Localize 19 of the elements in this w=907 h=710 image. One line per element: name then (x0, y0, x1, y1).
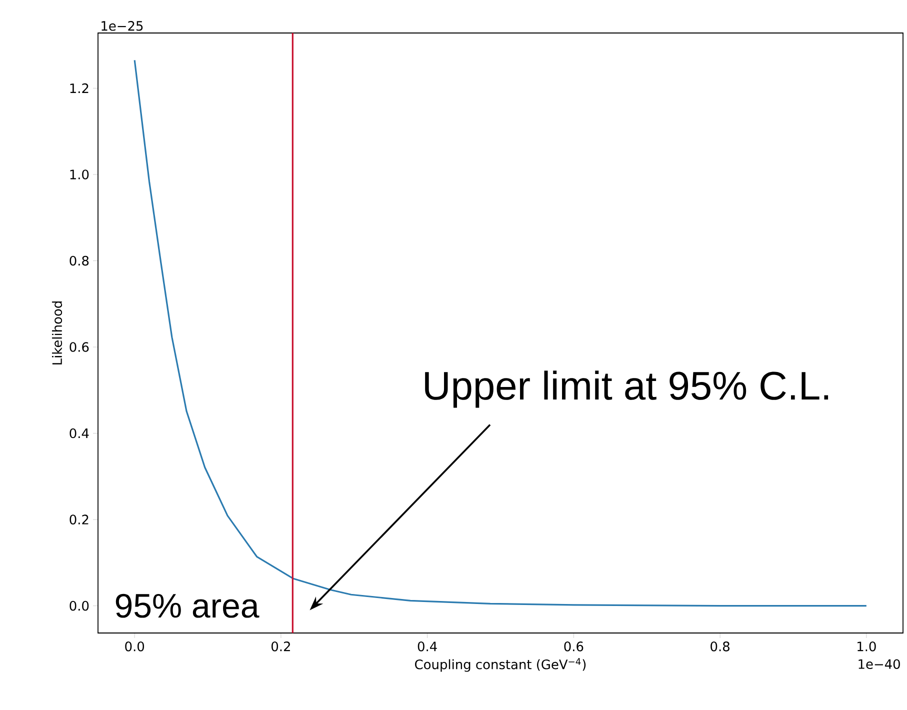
y-tick-label: 1.0 (70, 170, 89, 180)
annotation: 95% area (116, 594, 260, 618)
x-axis-title: Coupling constant (GeV$^{−4}$) (415, 658, 586, 672)
annotation: Upper limit at 95% C.L. (425, 370, 828, 408)
y-axis-title: Likelihood (52, 302, 62, 364)
y-tick-label: 0.0 (70, 600, 89, 611)
y-tick-label: 0.8 (70, 256, 89, 266)
x-tick-label: 0.4 (418, 642, 437, 652)
text: 1e−40 (858, 659, 900, 669)
y-tick-label: 0.6 (70, 342, 89, 352)
x-tick-label: 0.0 (125, 642, 144, 652)
x-tick-label: 0.6 (564, 642, 584, 652)
y-tick-label: 0.2 (70, 514, 88, 524)
text: 1e−25 (102, 21, 143, 31)
y-tick-label: 1.2 (70, 83, 88, 94)
x-tick-label: 1.0 (858, 642, 876, 652)
x-tick-label: 0.8 (710, 642, 730, 652)
y-tick-label: 0.4 (70, 428, 89, 438)
x-tick-label: 0.2 (272, 642, 290, 652)
